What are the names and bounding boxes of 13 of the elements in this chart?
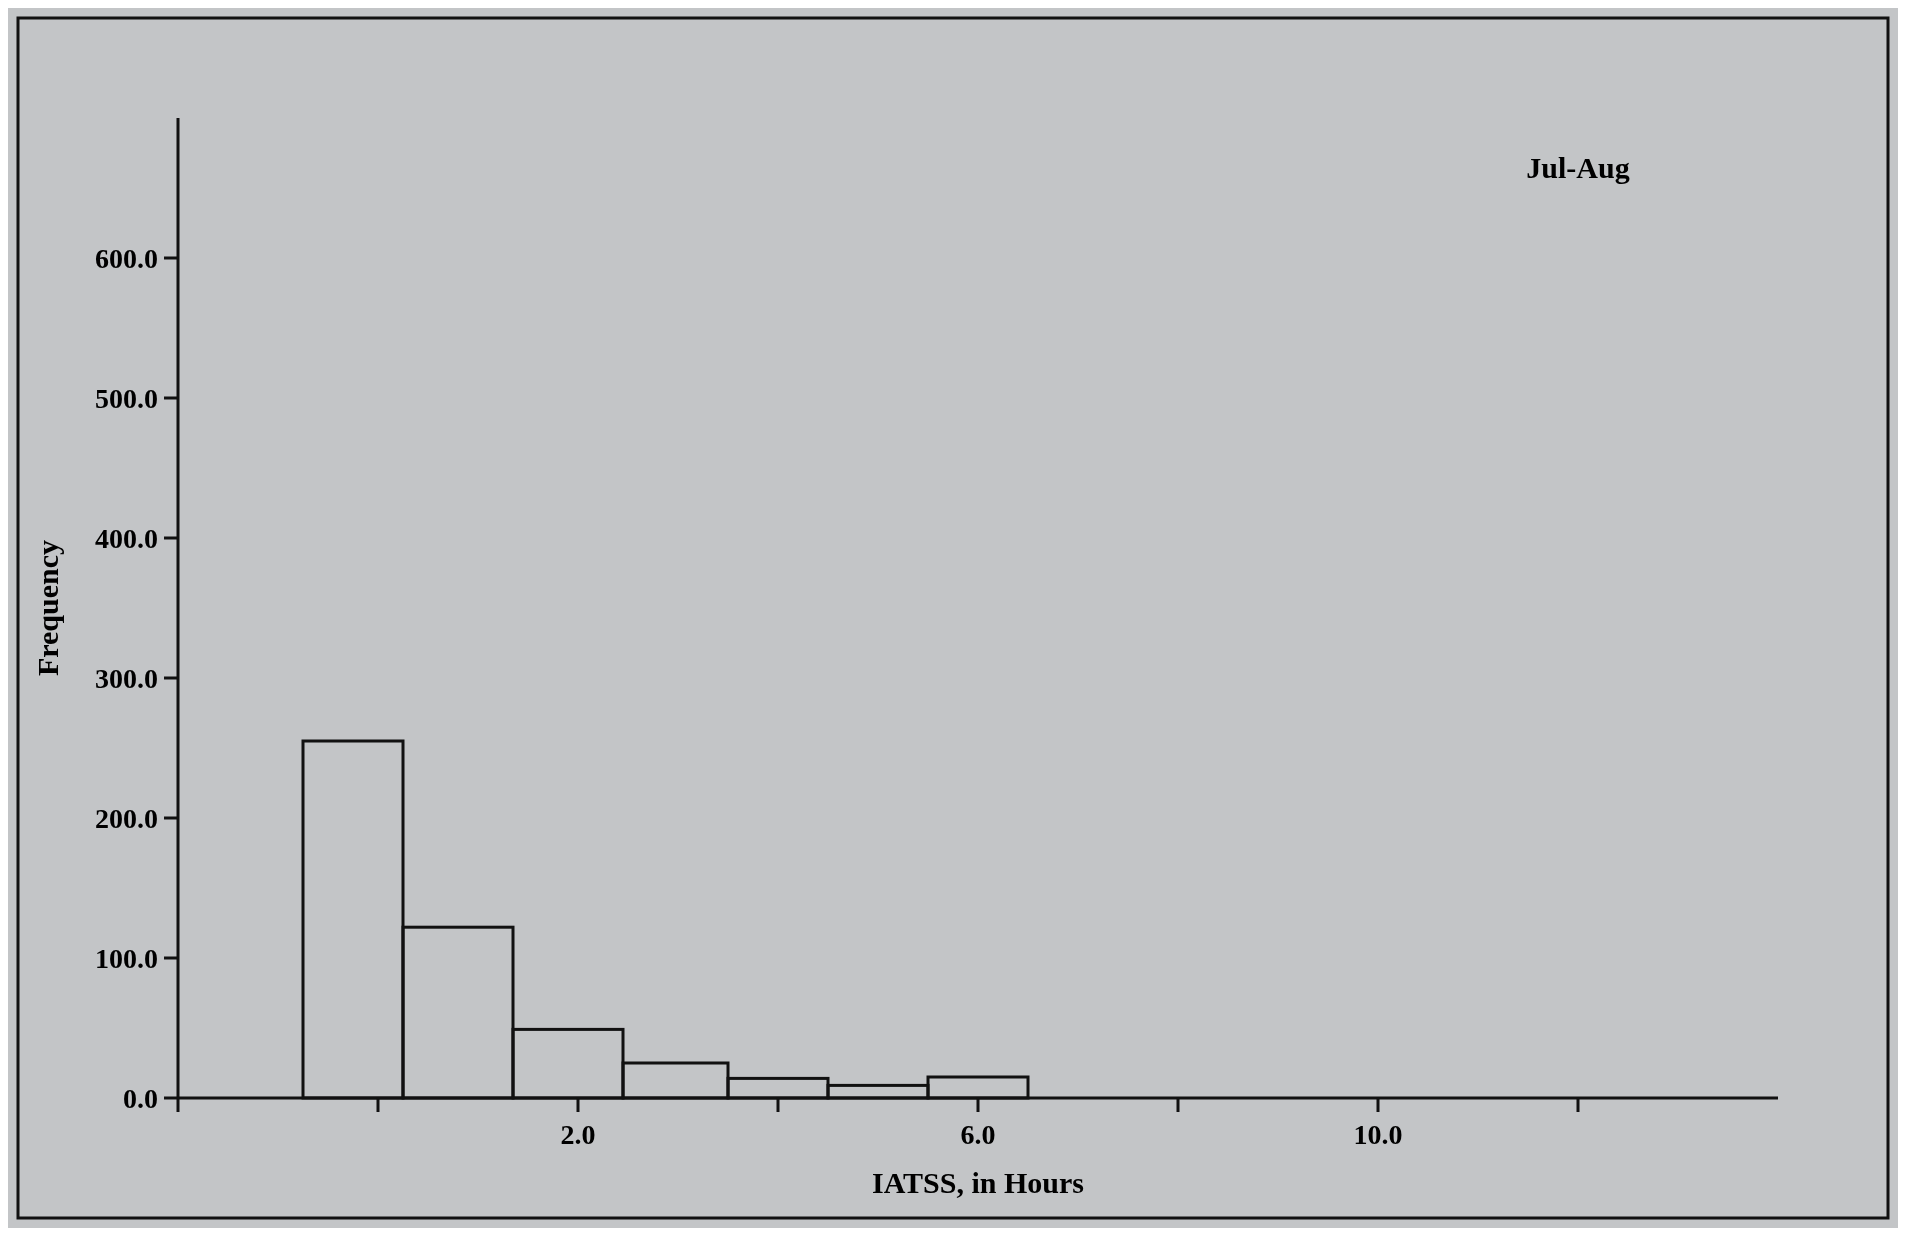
y-axis-title: Frequency (31, 539, 64, 677)
x-tick-label: 10.0 (1353, 1119, 1403, 1150)
x-axis-title: IATSS, in Hours (871, 1166, 1085, 1199)
x-tick-label: 2.0 (560, 1119, 596, 1150)
y-tick-label: 200.0 (95, 803, 158, 834)
y-tick-label: 500.0 (95, 383, 158, 414)
x-tick-label: 6.0 (960, 1119, 996, 1150)
y-tick-label: 300.0 (95, 663, 158, 694)
y-tick-label: 0.0 (123, 1083, 158, 1114)
y-tick-label: 600.0 (95, 243, 158, 274)
y-tick-label: 100.0 (95, 943, 158, 974)
y-tick-label: 400.0 (95, 523, 158, 554)
text: Jul-Aug (1526, 151, 1630, 184)
